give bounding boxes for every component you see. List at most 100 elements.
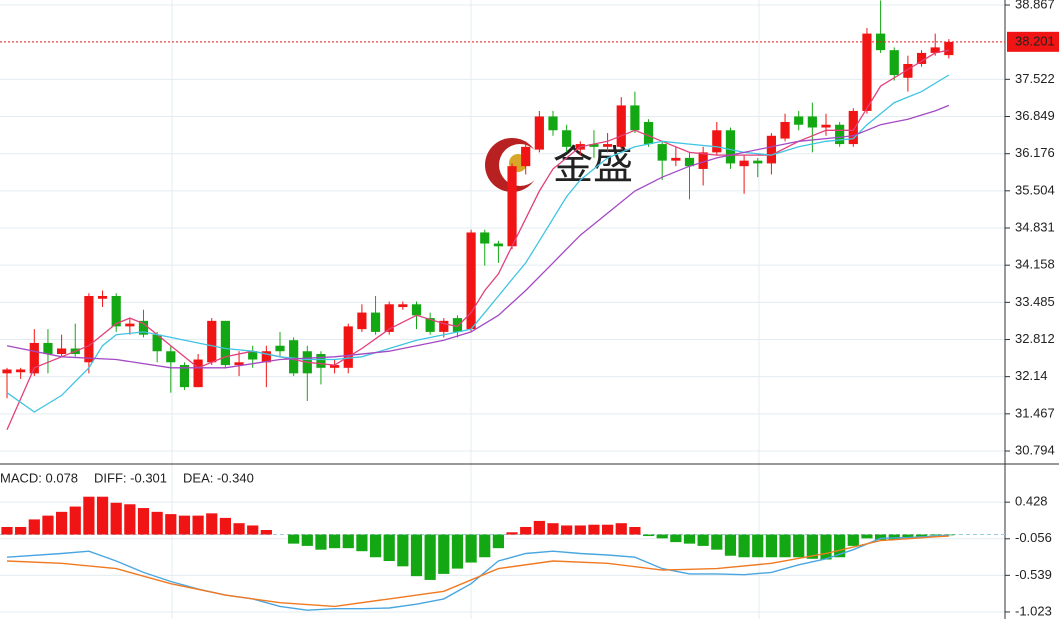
macd-bar bbox=[315, 534, 327, 550]
candle-body bbox=[916, 52, 927, 64]
candle-body bbox=[603, 144, 613, 147]
candle-body bbox=[398, 304, 408, 308]
macd-bar bbox=[779, 534, 791, 558]
candle-body bbox=[343, 326, 353, 368]
macd-bar bbox=[861, 534, 873, 539]
candle-body bbox=[452, 318, 463, 332]
macd-bar bbox=[110, 502, 122, 535]
macd-bar bbox=[875, 534, 887, 540]
macd-bar bbox=[42, 515, 54, 535]
macd-bar bbox=[752, 534, 764, 558]
candle-body bbox=[234, 362, 244, 366]
macd-bar bbox=[28, 519, 40, 535]
candle-body bbox=[289, 340, 299, 374]
candle-body bbox=[193, 359, 203, 388]
last-price-box bbox=[1007, 31, 1059, 52]
candle-body bbox=[821, 124, 831, 128]
candle-body bbox=[275, 345, 285, 352]
macd-bar bbox=[15, 526, 27, 535]
macd-bar bbox=[383, 534, 395, 562]
candle-body bbox=[944, 41, 954, 56]
y-tick-label: -0.056 bbox=[1015, 530, 1052, 545]
candle-body bbox=[384, 304, 394, 332]
macd-bar bbox=[602, 524, 614, 535]
line-series bbox=[6, 74, 950, 413]
macd-bar bbox=[83, 496, 95, 535]
legend-entry: MACD: 0.078 bbox=[0, 470, 78, 485]
y-tick-label: -1.023 bbox=[1015, 603, 1052, 618]
candle-body bbox=[698, 152, 708, 169]
macd-bar bbox=[356, 534, 368, 552]
legend-entry: DEA: -0.340 bbox=[183, 470, 254, 485]
macd-bar bbox=[765, 534, 777, 558]
macd-bar bbox=[574, 525, 586, 535]
y-tick-label: 34.831 bbox=[1015, 219, 1055, 234]
y-tick-label: 36.849 bbox=[1015, 108, 1055, 123]
macd-bar bbox=[465, 534, 477, 563]
macd-bar bbox=[642, 534, 655, 537]
candle-body bbox=[166, 351, 176, 363]
candle-body bbox=[152, 334, 162, 352]
macd-bar bbox=[834, 534, 846, 558]
macd-bar bbox=[915, 534, 928, 537]
candle-body bbox=[2, 369, 12, 374]
y-tick-label: 36.176 bbox=[1015, 145, 1055, 160]
candle-body bbox=[616, 105, 626, 147]
candle-body bbox=[753, 160, 763, 164]
candle-body bbox=[261, 351, 271, 363]
macd-bar bbox=[397, 534, 409, 567]
y-tick-label: 37.522 bbox=[1015, 71, 1055, 86]
macd-bar bbox=[929, 534, 941, 536]
y-tick-label: 32.812 bbox=[1015, 331, 1055, 346]
macd-bar bbox=[137, 508, 150, 535]
macd-bar bbox=[247, 525, 259, 535]
candle-body bbox=[316, 354, 326, 368]
macd-bar bbox=[151, 511, 163, 535]
macd-bar bbox=[847, 534, 859, 546]
macd-bar bbox=[369, 534, 382, 558]
macd-bar bbox=[520, 526, 532, 535]
candle-body bbox=[507, 166, 517, 247]
candle-body bbox=[220, 320, 230, 366]
macd-bar bbox=[479, 534, 491, 558]
macd-bar bbox=[615, 523, 627, 535]
y-tick-label: 33.485 bbox=[1015, 294, 1055, 309]
candle-body bbox=[862, 33, 872, 111]
candle-body bbox=[411, 304, 422, 316]
candle-body bbox=[466, 232, 476, 330]
candle-body bbox=[111, 295, 121, 327]
macd-bar bbox=[342, 534, 354, 549]
candle-body bbox=[97, 295, 108, 299]
last-price-label: 38.201 bbox=[1015, 33, 1055, 48]
macd-bar bbox=[165, 514, 177, 535]
macd-bar bbox=[629, 526, 641, 535]
macd-bar bbox=[233, 523, 245, 535]
line-series bbox=[6, 49, 950, 430]
y-tick-label: 38.867 bbox=[1015, 0, 1055, 11]
grid-layer bbox=[0, 0, 1005, 619]
macd-bar bbox=[451, 534, 464, 569]
candle-body bbox=[16, 369, 26, 373]
macd-bar bbox=[656, 534, 668, 539]
candle-body bbox=[643, 121, 654, 145]
candle-body bbox=[138, 320, 149, 335]
y-tick-label: 0.428 bbox=[1015, 494, 1048, 509]
macd-bar bbox=[561, 525, 573, 535]
macd-bar bbox=[806, 534, 818, 559]
candle-body bbox=[207, 320, 217, 363]
macd-bar bbox=[192, 515, 204, 535]
y-tick-label: 30.794 bbox=[1015, 442, 1055, 457]
macd-bar bbox=[69, 506, 81, 535]
y-tick-label: 35.504 bbox=[1015, 182, 1055, 197]
macd-bar bbox=[206, 513, 218, 535]
y-tick-label: -0.539 bbox=[1015, 567, 1052, 582]
macd-bar bbox=[738, 534, 750, 558]
candle-body bbox=[930, 47, 940, 53]
macd-bar bbox=[178, 515, 191, 535]
macd-bar bbox=[697, 534, 709, 546]
macd-bar bbox=[670, 534, 682, 543]
macd-bar bbox=[492, 534, 504, 549]
macd-bar bbox=[124, 504, 136, 535]
candle-body bbox=[630, 105, 640, 131]
